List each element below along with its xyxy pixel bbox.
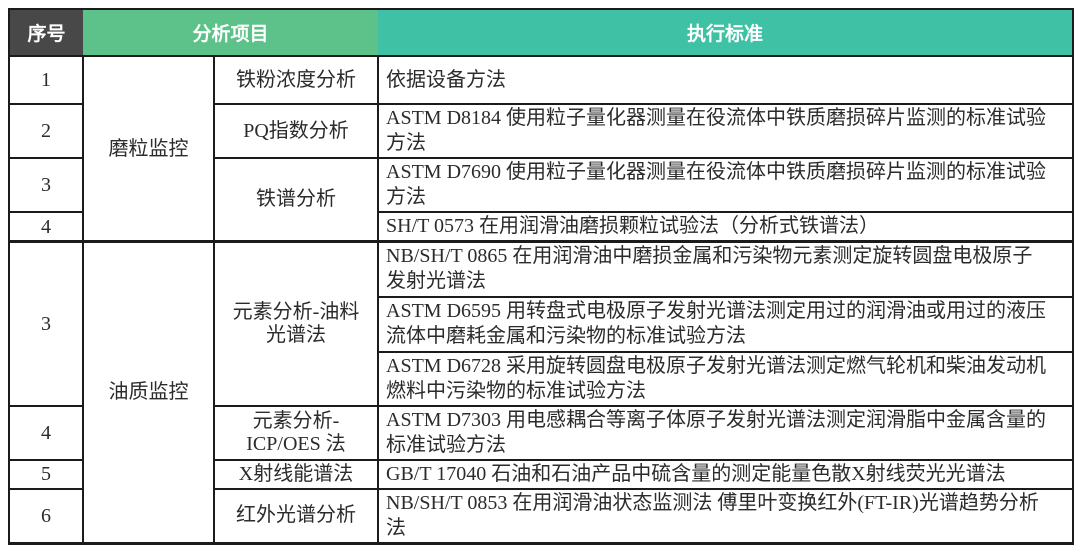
table-header: 序号 分析项目 执行标准 <box>9 9 1074 57</box>
cell-standard: ASTM D8184 使用粒子量化器测量在役流体中铁质磨损碎片监测的标准试验 方… <box>377 103 1075 159</box>
cell-no: 4 <box>8 211 84 243</box>
cell-item: 红外光谱分析 <box>212 487 380 544</box>
cell-standard: ASTM D6728 采用旋转圆盘电极原子发射光谱法测定燃气轮机和柴油发动机 燃… <box>377 350 1075 407</box>
cell-standard: ASTM D6595 用转盘式电极原子发射光谱法测定用过的润滑油或用过的液压 流… <box>377 295 1075 353</box>
cell-item: 元素分析- ICP/OES 法 <box>212 404 380 461</box>
table-row: 2 PQ指数分析 ASTM D8184 使用粒子量化器测量在役流体中铁质磨损碎片监测… <box>8 103 1075 159</box>
cell-standard: ASTM D7303 用电感耦合等离子体原子发射光谱法测定润滑脂中金属含量的 标… <box>377 404 1075 461</box>
table-row: 3 铁谱分析 ASTM D7690 使用粒子量化器测量在役流体中铁质磨损碎片监测的标… <box>8 157 1075 243</box>
cell-no: 3 <box>8 157 84 213</box>
table-row: 1 磨粒监控 铁粉浓度分析 依据设备方法 <box>8 55 1075 243</box>
cell-standard: SH/T 0573 在用润滑油磨损颗粒试验法（分析式铁谱法） <box>377 211 1075 243</box>
cell-category: 磨粒监控 <box>82 55 215 243</box>
cell-standard: GB/T 17040 石油和石油产品中硫含量的测定能量色散X射线荧光光谱法 <box>377 458 1075 490</box>
cell-category: 油质监控 <box>82 240 215 544</box>
analysis-standards-table: 序号 分析项目 执行标准 1 磨粒监控 铁粉浓度分析 依据设备方法 2 PQ指数分析 AST… <box>8 8 1075 545</box>
cell-item: 铁谱分析 <box>212 157 380 243</box>
cell-no: 2 <box>8 103 84 159</box>
table-row: ASTM D6728 采用旋转圆盘电极原子发射光谱法测定燃气轮机和柴油发动机 燃… <box>9 350 1075 407</box>
cell-no: 6 <box>8 487 84 544</box>
cell-no: 4 <box>8 404 84 461</box>
cell-standard: 依据设备方法 <box>377 55 1075 105</box>
cell-no: 3 <box>8 240 84 407</box>
table-row: 4 元素分析- ICP/OES 法 ASTM D7303 用电感耦合等离子体原子发射… <box>8 404 1075 461</box>
header-no: 序号 <box>9 9 83 57</box>
table-row: 5 X射线能谱法 GB/T 17040 石油和石油产品中硫含量的测定能量色散X射线荧… <box>8 458 1075 490</box>
cell-item: 元素分析-油料 光谱法 <box>212 240 380 407</box>
table-row: 4 SH/T 0573 在用润滑油磨损颗粒试验法（分析式铁谱法） <box>8 211 1075 243</box>
header-row: 序号 分析项目 执行标准 <box>9 9 1074 57</box>
cell-standard: ASTM D7690 使用粒子量化器测量在役流体中铁质磨损碎片监测的标准试验 方… <box>377 157 1075 213</box>
cell-standard: NB/SH/T 0853 在用润滑油状态监测法 傅里叶变换红外(FT-IR)光谱… <box>377 487 1075 544</box>
table-body: 1 磨粒监控 铁粉浓度分析 依据设备方法 2 PQ指数分析 ASTM D8184 使用粒子量… <box>8 55 1075 544</box>
cell-no: 1 <box>8 55 84 105</box>
header-standard: 执行标准 <box>378 9 1074 57</box>
table-row: ASTM D6595 用转盘式电极原子发射光谱法测定用过的润滑油或用过的液压 流… <box>9 295 1075 353</box>
cell-item: X射线能谱法 <box>212 458 380 490</box>
cell-item: 铁粉浓度分析 <box>212 55 380 105</box>
table-row: 3 油质监控 元素分析-油料 光谱法 NB/SH/T 0865 在用润滑油中磨损金属和… <box>8 240 1075 544</box>
cell-item: PQ指数分析 <box>212 103 380 159</box>
cell-no: 5 <box>8 458 84 490</box>
header-analysis-item: 分析项目 <box>83 9 379 57</box>
cell-standard: NB/SH/T 0865 在用润滑油中磨损金属和污染物元素测定旋转圆盘电极原子 … <box>377 240 1075 298</box>
